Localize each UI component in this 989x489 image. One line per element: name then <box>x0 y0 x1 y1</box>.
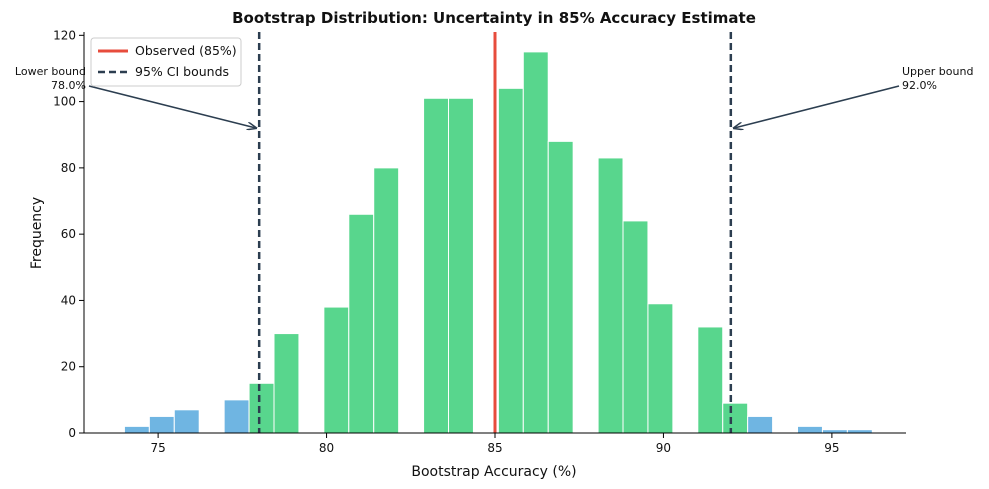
x-tick-label-75: 75 <box>150 441 165 455</box>
upper-bound-arrow <box>734 85 900 128</box>
histogram-bar-19 <box>722 402 749 434</box>
legend-observed-label: Observed (85%) <box>135 43 237 58</box>
histogram-bar-12 <box>497 87 524 434</box>
x-tick-label-95: 95 <box>824 441 839 455</box>
histogram-bar-15 <box>597 157 624 434</box>
reference-lines <box>257 32 733 433</box>
legend: Observed (85%) 95% CI bounds <box>90 37 242 87</box>
histogram-bar-10 <box>423 97 450 434</box>
y-tick-label-0: 0 <box>68 426 76 440</box>
histogram-bar-5 <box>248 382 275 434</box>
histogram-bar-11 <box>448 97 474 434</box>
x-tick-label-85: 85 <box>487 441 502 455</box>
y-axis-title: Frequency <box>29 197 45 269</box>
histogram-bar-16 <box>622 220 649 434</box>
x-tick-label-90: 90 <box>656 441 671 455</box>
histogram-bar-2 <box>148 415 175 434</box>
lower-bound-value: 78.0% <box>51 79 86 92</box>
chart-title: Bootstrap Distribution: Uncertainty in 8… <box>232 9 756 27</box>
upper-bound-label: Upper bound <box>902 65 973 78</box>
histogram-bar-20 <box>747 415 774 434</box>
histogram-bar-14 <box>547 140 574 434</box>
histogram-bar-3 <box>173 409 200 434</box>
y-tick-label-20: 20 <box>61 360 76 374</box>
histogram-bars <box>123 51 873 434</box>
histogram-bar-6 <box>273 333 300 434</box>
x-tick-label-80: 80 <box>319 441 334 455</box>
y-tick-label-40: 40 <box>61 293 76 307</box>
histogram-bar-18 <box>697 326 724 434</box>
histogram-bar-13 <box>522 51 549 434</box>
histogram-bar-4 <box>223 399 250 434</box>
histogram-bar-9 <box>373 167 400 434</box>
histogram-bar-7 <box>323 306 350 434</box>
y-tick-label-80: 80 <box>61 161 76 175</box>
legend-box <box>90 37 242 87</box>
lower-bound-label: Lower bound <box>15 65 86 78</box>
axes: 75 80 85 90 95 0 20 40 60 80 100 120 <box>53 28 906 455</box>
legend-ci-label: 95% CI bounds <box>135 64 229 79</box>
histogram-bar-8 <box>348 213 375 434</box>
y-tick-label-120: 120 <box>53 28 76 42</box>
histogram-bar-17 <box>647 303 674 434</box>
y-tick-label-60: 60 <box>61 227 76 241</box>
histogram-bar-21 <box>797 425 823 434</box>
histogram-bar-1 <box>123 425 150 434</box>
x-axis-title: Bootstrap Accuracy (%) <box>411 464 576 480</box>
upper-bound-value: 92.0% <box>902 79 937 92</box>
lower-bound-arrow <box>88 85 256 128</box>
y-tick-label-100: 100 <box>53 95 76 109</box>
